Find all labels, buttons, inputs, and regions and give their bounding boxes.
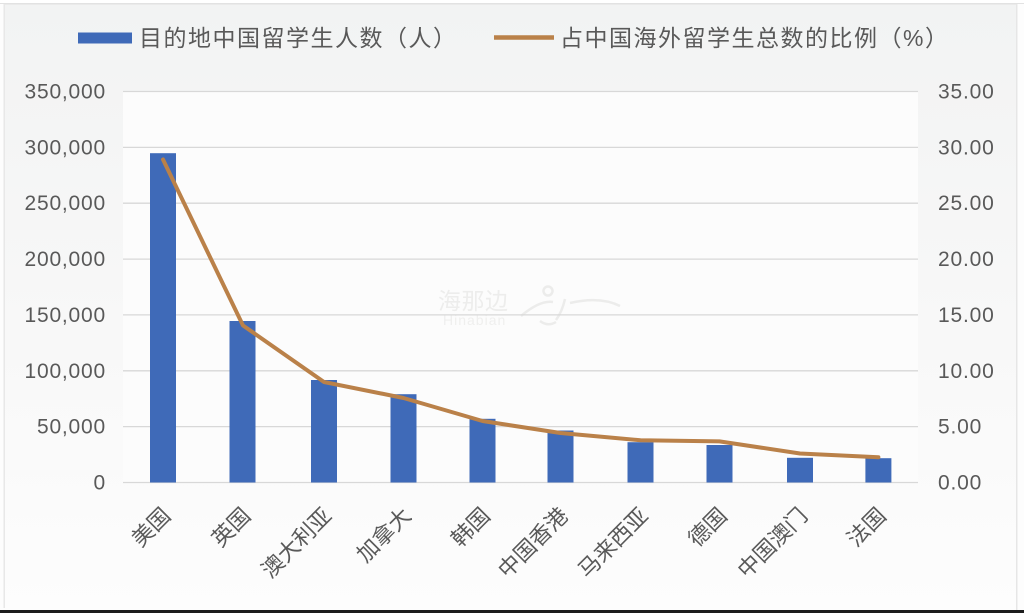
svg-text:20.00: 20.00: [938, 248, 995, 271]
svg-text:5.00: 5.00: [938, 416, 982, 439]
svg-text:35.00: 35.00: [938, 81, 995, 104]
svg-text:300,000: 300,000: [24, 136, 106, 159]
svg-text:0.00: 0.00: [938, 472, 982, 495]
svg-text:200,000: 200,000: [24, 248, 106, 271]
svg-text:350,000: 350,000: [24, 81, 106, 104]
svg-text:100,000: 100,000: [24, 360, 106, 383]
svg-text:50,000: 50,000: [37, 416, 106, 439]
svg-text:15.00: 15.00: [938, 304, 995, 327]
svg-text:10.00: 10.00: [938, 360, 995, 383]
svg-text:目的地中国留学生人数（人）: 目的地中国留学生人数（人）: [139, 25, 458, 51]
svg-text:0: 0: [94, 472, 106, 495]
svg-text:占中国海外留学生总数的比例（%）: 占中国海外留学生总数的比例（%）: [560, 25, 949, 51]
svg-text:Hinabian: Hinabian: [443, 312, 506, 328]
svg-text:30.00: 30.00: [938, 136, 995, 159]
svg-text:150,000: 150,000: [24, 304, 106, 327]
svg-text:250,000: 250,000: [24, 192, 106, 215]
svg-text:海那边: 海那边: [438, 288, 509, 314]
svg-text:25.00: 25.00: [938, 192, 995, 215]
